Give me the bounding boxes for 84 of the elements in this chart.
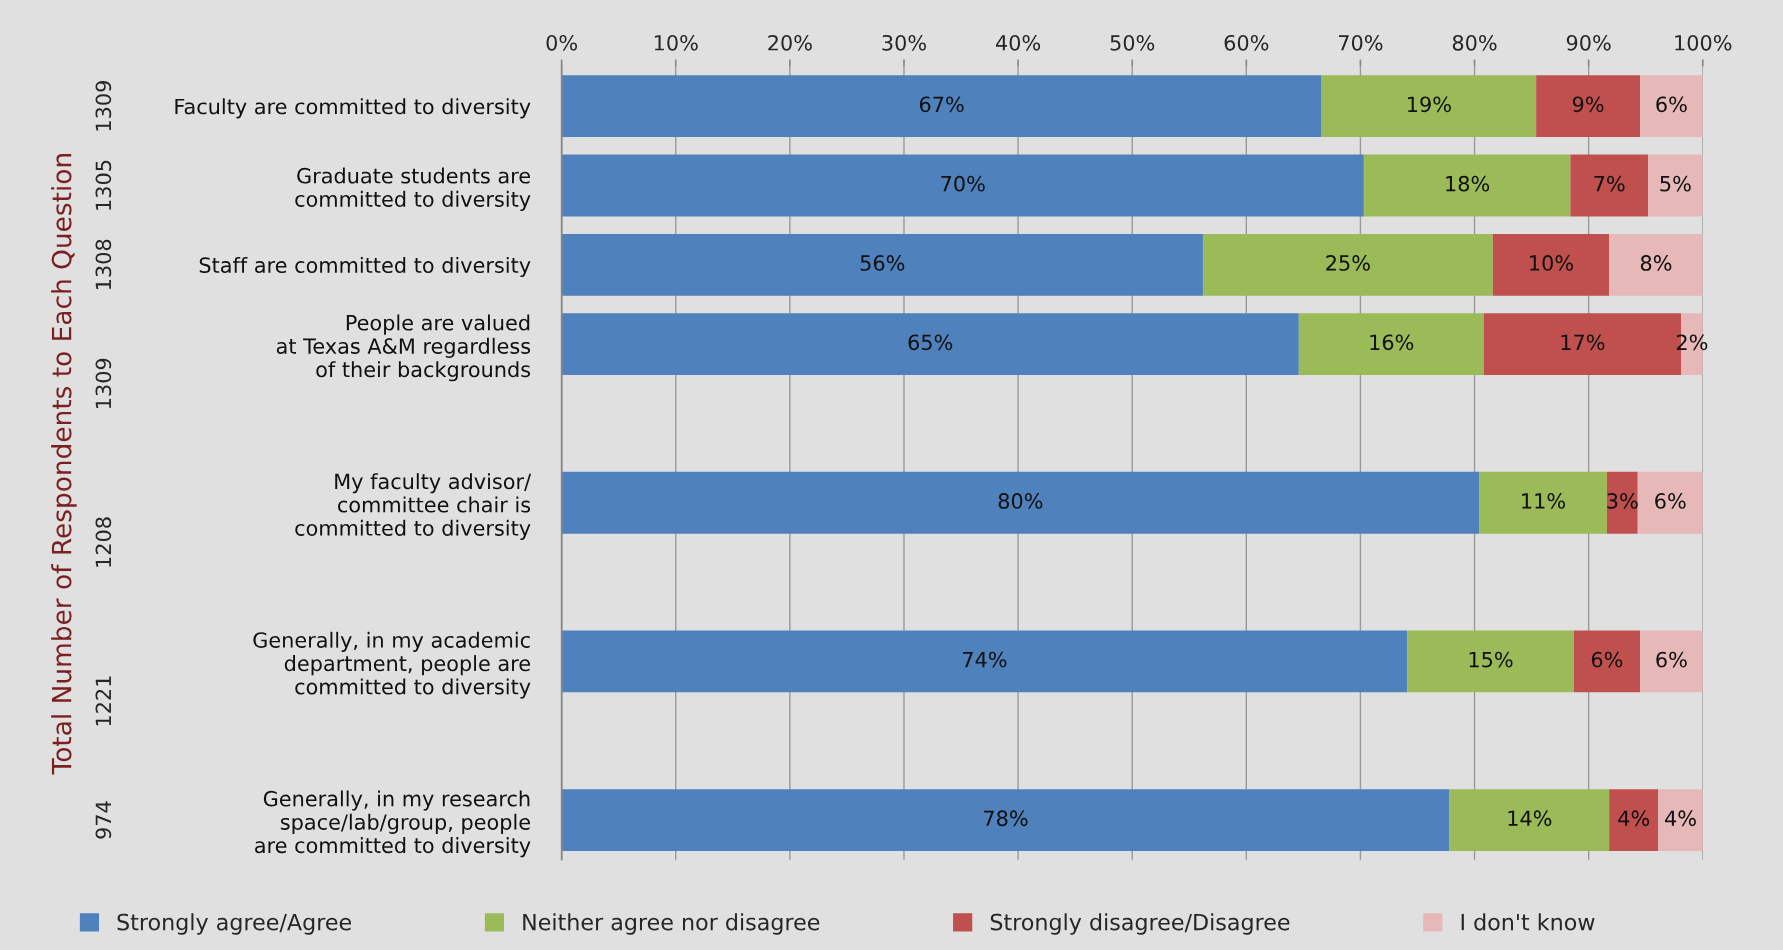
data-label: 4% [1618,810,1650,827]
bar [1658,789,1703,852]
bar [1647,154,1703,217]
data-label: 25% [1326,255,1370,271]
bar [1609,233,1703,296]
y-tick-label: Graduate students are committed to diversity [295,167,531,211]
data-label: 19% [1408,96,1451,113]
text: 1309 [95,358,112,409]
y-axis-title: Total Number of Respondents to Each Question [51,154,77,775]
bar [561,75,1322,138]
y-tick-label: Faculty are committed to diversity [175,98,531,119]
data-label: 7% [1594,175,1625,192]
y-tick-label: Generally, in my research space/lab/group, people are committed to diversity [255,790,531,858]
y-tick-label: My faculty advisor/ committee chair is committed to diversity [295,473,532,540]
data-label: 65% [908,334,953,351]
bar [1407,630,1574,693]
text: 1208 [95,517,112,567]
data-label: 10% [1530,255,1573,271]
data-label: 56% [860,255,905,271]
data-label: 6% [1656,651,1687,668]
data-label: 6% [1591,651,1623,668]
bar [1536,75,1640,138]
data-label: 14% [1508,810,1552,827]
legend-label: Strongly disagree/Disagree [990,913,1290,935]
bar [561,154,1364,217]
y-tick-label: Staff are committed to diversity [199,256,531,278]
data-label: 2% [1676,334,1708,351]
data-label: 6% [1655,493,1686,509]
data-label: 3% [1607,493,1638,509]
bar [1479,471,1607,534]
y-tick-label: Generally, in my academic department, people are committed to diversity [253,631,531,699]
x-tick-label: 70% [1338,34,1383,51]
bar [561,313,1299,376]
x-tick-label: 30% [882,34,926,51]
bar [561,233,1203,296]
data-label: 67% [919,96,964,113]
bar [1492,233,1610,296]
x-tick-label: 80% [1452,34,1497,51]
bar [1449,789,1610,852]
bar [1573,630,1640,693]
y-tick-label: People are valued at Texas A&M regardless of their backgrounds [276,314,531,382]
bar [1640,630,1703,693]
data-label: 17% [1561,334,1605,351]
x-tick-label: 10% [654,34,698,51]
text: 1309 [95,81,112,131]
bar [1202,233,1493,296]
data-label: 5% [1660,175,1691,192]
data-label: 80% [998,493,1043,509]
bar [1321,75,1537,138]
text: 1221 [95,676,111,726]
legend-label: I don't know [1461,913,1595,931]
data-label: 74% [962,651,1007,668]
data-label: 15% [1469,651,1513,668]
data-label: 6% [1656,96,1687,113]
text: 1308 [95,239,112,290]
bar [1570,154,1648,217]
x-tick-label: 60% [1224,34,1269,51]
x-tick-label: 90% [1566,34,1611,51]
data-label: 16% [1370,334,1414,351]
data-label: 8% [1640,255,1672,271]
data-label: 78% [984,810,1028,827]
text: 974 [95,801,112,839]
bar [1637,471,1703,534]
legend-label: Strongly agree/Agree [117,913,352,935]
x-tick-label: 20% [768,34,812,51]
bar [1363,154,1571,217]
x-tick-label: 50% [1110,34,1155,51]
bar [1298,313,1484,376]
data-label: 9% [1572,96,1604,113]
data-label: 70% [941,175,985,192]
legend-label: Neither agree nor disagree [523,913,820,935]
x-tick-label: 40% [995,34,1041,51]
data-label: 18% [1446,175,1490,192]
data-label: 4% [1665,810,1696,827]
bar [1609,789,1659,852]
text: 1305 [95,160,112,210]
bar [561,471,1480,534]
data-label: 11% [1522,493,1566,509]
x-tick-label: 100% [1675,34,1732,51]
bar [561,789,1450,852]
bar [561,630,1408,693]
bar [1640,75,1703,138]
bar [1606,471,1638,534]
x-tick-label: 0% [546,34,578,51]
